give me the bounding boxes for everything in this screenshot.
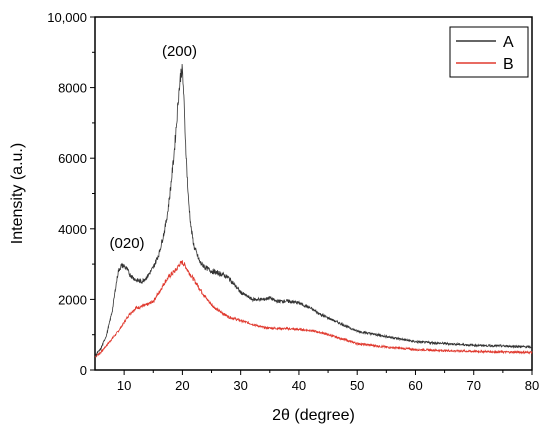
x-axis-title: 2θ (degree) xyxy=(272,407,355,424)
x-tick-label: 70 xyxy=(466,378,480,393)
y-axis-title: Intensity (a.u.) xyxy=(9,143,26,244)
legend-box xyxy=(449,26,529,78)
x-tick-label: 30 xyxy=(233,378,247,393)
peak-annotation: (200) xyxy=(162,43,197,60)
x-tick-label: 50 xyxy=(350,378,364,393)
legend-label-b: B xyxy=(503,56,514,73)
x-tick-label: 20 xyxy=(175,378,189,393)
y-tick-label: 10,000 xyxy=(47,10,87,25)
x-tick-label: 60 xyxy=(408,378,422,393)
y-tick-label: 8000 xyxy=(58,81,87,96)
peak-annotation: (020) xyxy=(110,235,145,252)
y-axis-ticks: 0 2000 4000 6000 8000 10,000 xyxy=(47,10,95,378)
x-tick-label: 10 xyxy=(117,378,131,393)
series-line-b xyxy=(94,260,533,358)
peak-annotations: (020) (200) xyxy=(110,43,197,252)
x-axis-ticks: 10 20 30 40 50 60 70 80 xyxy=(117,370,539,393)
x-tick-label: 40 xyxy=(292,378,306,393)
y-tick-label: 6000 xyxy=(58,151,87,166)
legend: A B xyxy=(449,26,529,78)
x-tick-label: 80 xyxy=(525,378,539,393)
series-layer xyxy=(94,63,533,358)
legend-label-a: A xyxy=(503,34,514,51)
y-tick-label: 4000 xyxy=(58,222,87,237)
series-line-a xyxy=(94,63,533,357)
y-tick-label: 2000 xyxy=(58,292,87,307)
y-tick-label: 0 xyxy=(80,363,87,378)
